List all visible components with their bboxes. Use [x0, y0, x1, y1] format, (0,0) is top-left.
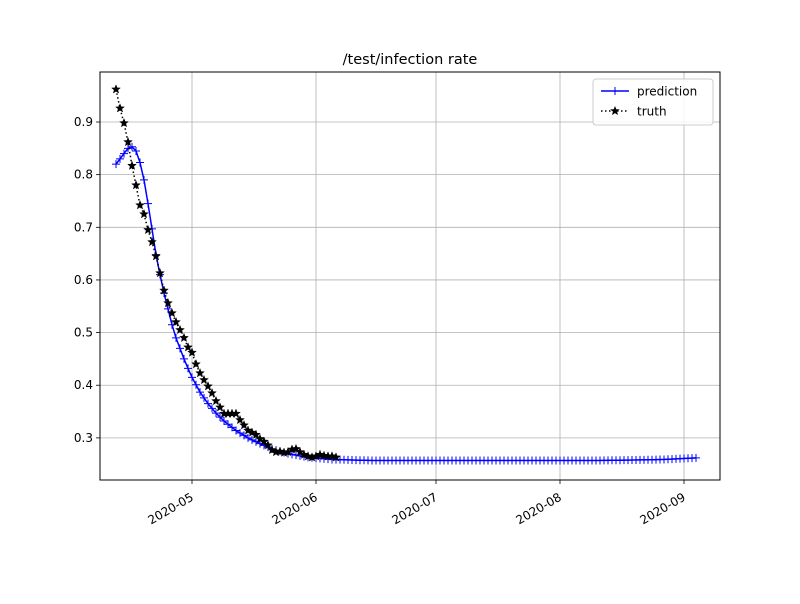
y-tick-label: 0.5 — [74, 326, 93, 340]
truth-point — [147, 236, 157, 247]
truth-point — [131, 179, 141, 190]
truth-point — [111, 84, 121, 94]
prediction-point — [192, 380, 200, 389]
y-tick-label: 0.9 — [74, 115, 93, 129]
truth-point — [255, 433, 265, 444]
truth-point — [127, 160, 137, 170]
truth-point — [203, 381, 213, 391]
truth-point — [239, 420, 249, 430]
prediction-point — [180, 354, 188, 363]
truth-point — [235, 414, 245, 425]
truth-point — [207, 387, 217, 398]
prediction-point — [128, 142, 136, 151]
truth-point — [295, 446, 305, 457]
truth-point — [163, 297, 173, 308]
prediction-point — [204, 399, 212, 408]
prediction-point — [216, 413, 224, 422]
prediction-point — [136, 158, 144, 167]
truth-point — [115, 103, 125, 113]
legend-label-truth: truth — [637, 105, 667, 119]
plot-area — [111, 84, 700, 465]
series-truth — [111, 84, 341, 462]
legend-prediction-marker — [611, 87, 619, 95]
prediction-point — [124, 144, 132, 153]
legend-label-prediction: prediction — [637, 85, 697, 99]
truth-point — [191, 358, 201, 369]
truth-point — [135, 199, 145, 210]
prediction-point — [212, 409, 220, 418]
legend: prediction truth — [592, 78, 714, 126]
truth-point — [251, 429, 261, 439]
prediction-point — [208, 404, 216, 413]
prediction-point — [172, 333, 180, 342]
truth-point — [211, 395, 221, 406]
chart-title: /test/infection rate — [343, 52, 478, 68]
truth-point — [195, 367, 205, 378]
prediction-point — [188, 373, 196, 382]
prediction-point — [200, 393, 208, 402]
prediction-point — [120, 149, 128, 158]
truth-point — [215, 402, 225, 412]
truth-point — [267, 444, 277, 455]
prediction-point — [176, 344, 184, 353]
truth-point — [187, 347, 197, 357]
prediction-point — [132, 146, 140, 155]
truth-point — [143, 224, 153, 235]
truth-point — [151, 251, 161, 261]
truth-point — [175, 324, 185, 335]
prediction-point — [116, 154, 124, 163]
prediction-point — [196, 388, 204, 397]
truth-point — [231, 408, 241, 418]
prediction-point — [112, 160, 120, 169]
prediction-point — [244, 433, 252, 442]
grid-lines — [100, 72, 720, 480]
prediction-point — [692, 453, 700, 462]
truth-point — [123, 136, 133, 147]
truth-point — [155, 267, 165, 278]
truth-point — [199, 374, 209, 385]
prediction-point — [144, 199, 152, 208]
truth-point — [167, 307, 177, 318]
y-tick-label: 0.3 — [74, 431, 93, 445]
y-tick-label: 0.6 — [74, 273, 93, 287]
truth-point — [139, 208, 149, 219]
truth-point — [243, 425, 253, 435]
truth-point — [331, 452, 341, 462]
prediction-point — [140, 175, 148, 184]
y-tick-label: 0.4 — [74, 378, 93, 392]
truth-point — [263, 440, 273, 450]
truth-point — [183, 342, 193, 352]
truth-point — [171, 316, 181, 327]
truth-point — [159, 285, 169, 295]
legend-truth-marker — [610, 105, 620, 116]
y-tick-label: 0.7 — [74, 220, 93, 234]
prediction-point — [184, 364, 192, 373]
prediction-point — [248, 435, 256, 444]
y-axis: 0.3 0.4 0.5 0.6 0.7 0.8 0.9 — [74, 115, 100, 445]
truth-point — [259, 436, 269, 446]
y-tick-label: 0.8 — [74, 168, 93, 182]
truth-point — [119, 117, 129, 128]
axes-frame — [99, 71, 721, 481]
truth-point — [247, 427, 257, 437]
truth-point — [179, 332, 189, 343]
